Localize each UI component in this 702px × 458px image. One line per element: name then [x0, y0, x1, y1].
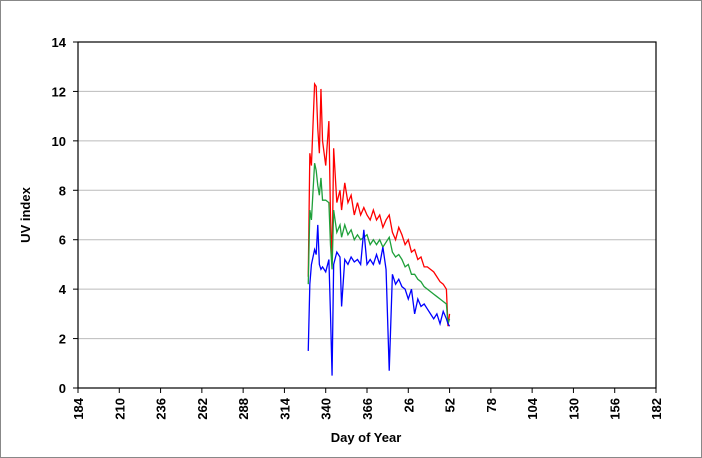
- x-tick-label: 262: [195, 398, 210, 420]
- series-line: [307, 224, 451, 376]
- y-tick-label: 12: [52, 84, 66, 99]
- x-tick-label: 78: [484, 398, 499, 412]
- x-tick-label: 210: [112, 398, 127, 420]
- x-tick-label: 130: [566, 398, 581, 420]
- y-tick-label: 0: [59, 381, 66, 396]
- x-tick-label: 156: [608, 398, 623, 420]
- series-line: [307, 81, 451, 327]
- y-axis-label: UV index: [18, 186, 33, 242]
- series-line: [307, 162, 451, 324]
- x-tick-label: 184: [71, 397, 86, 419]
- x-tick-label: 366: [360, 398, 375, 420]
- x-tick-label: 182: [649, 398, 664, 420]
- y-tick-label: 8: [59, 183, 66, 198]
- y-tick-label: 6: [59, 233, 66, 248]
- y-tick-label: 10: [52, 134, 66, 149]
- y-tick-label: 4: [59, 282, 67, 297]
- x-tick-label: 314: [277, 397, 292, 419]
- x-axis-label: Day of Year: [331, 430, 402, 445]
- plot-border: [77, 41, 657, 389]
- y-tick-label: 14: [52, 35, 67, 50]
- x-tick-label: 288: [236, 398, 251, 420]
- x-tick-label: 236: [154, 398, 169, 420]
- x-tick-label: 26: [401, 398, 416, 412]
- x-tick-label: 340: [319, 398, 334, 420]
- x-tick-label: 52: [443, 398, 458, 412]
- x-tick-label: 104: [525, 397, 540, 419]
- y-tick-label: 2: [59, 332, 66, 347]
